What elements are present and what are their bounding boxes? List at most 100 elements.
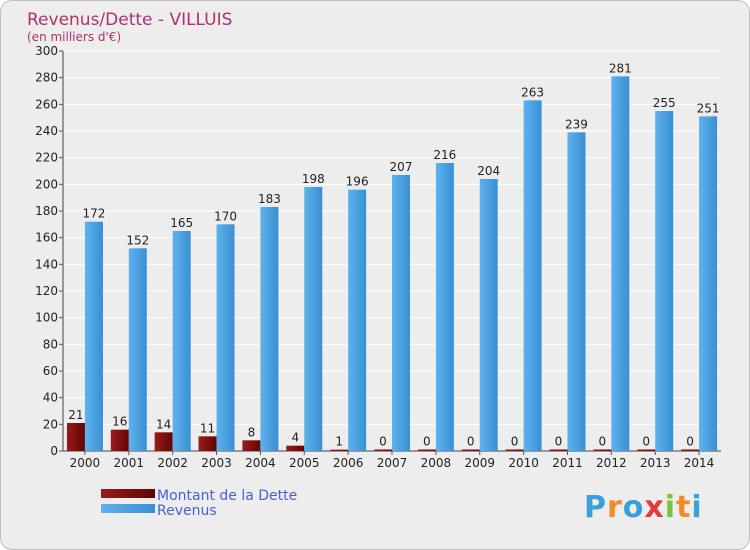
y-tick-label: 80 [43, 337, 58, 351]
bar-revenus [84, 221, 103, 451]
logo-letter: t [676, 490, 691, 525]
bar-debt [549, 449, 568, 451]
bar-debt [154, 432, 173, 451]
y-tick-label: 40 [43, 391, 58, 405]
y-tick-label: 140 [35, 257, 58, 271]
legend-label-revenus: Revenus [157, 503, 217, 519]
bar-revenus [216, 224, 235, 451]
y-tick-label: 160 [35, 231, 58, 245]
bar-debt [374, 449, 392, 451]
x-tick-label: 2010 [508, 456, 539, 470]
value-label-debt: 11 [200, 421, 215, 435]
y-tick-label: 60 [43, 364, 58, 378]
logo-letter: P [584, 490, 607, 525]
value-label-debt: 0 [599, 435, 607, 449]
value-label-revenus: 204 [477, 164, 500, 178]
bar-debt [461, 449, 480, 451]
bar-revenus [260, 207, 279, 451]
x-tick-label: 2003 [201, 456, 232, 470]
value-label-revenus: 196 [346, 175, 369, 189]
y-tick-label: 180 [35, 204, 58, 218]
value-label-debt: 21 [68, 408, 83, 422]
value-label-debt: 8 [248, 425, 256, 439]
x-tick-label: 2009 [464, 456, 495, 470]
value-label-revenus: 251 [697, 101, 720, 115]
y-tick-label: 300 [35, 44, 58, 58]
x-tick-label: 2013 [640, 456, 671, 470]
x-tick-label: 2014 [684, 456, 715, 470]
legend-swatch-debt [101, 489, 155, 498]
x-tick-label: 2002 [157, 456, 188, 470]
value-label-revenus: 183 [258, 192, 281, 206]
bar-debt [242, 440, 261, 451]
bar-debt [286, 445, 305, 451]
logo-letter: x [644, 490, 664, 525]
value-label-debt: 16 [112, 415, 127, 429]
bar-debt [505, 449, 524, 451]
value-label-debt: 1 [335, 435, 343, 449]
bar-revenus [523, 100, 542, 451]
value-label-debt: 4 [291, 431, 299, 445]
logo-letter: r [607, 490, 623, 525]
value-label-debt: 0 [467, 435, 475, 449]
bar-revenus [392, 175, 410, 451]
value-label-debt: 0 [511, 435, 519, 449]
x-tick-label: 2000 [70, 456, 101, 470]
x-tick-layer: 2000 2001 2002 2003 2004 2005 2006 2007 2008 2009… [70, 451, 715, 470]
x-tick-label: 2012 [596, 456, 627, 470]
logo-letter: i [665, 490, 676, 525]
bar-revenus [479, 179, 498, 451]
bar-revenus [435, 163, 454, 451]
y-tick-label: 120 [35, 284, 58, 298]
y-tick-label: 20 [43, 417, 58, 431]
bar-debt [110, 429, 129, 451]
value-label-revenus: 281 [609, 61, 632, 75]
value-label-revenus: 263 [521, 85, 544, 99]
bar-revenus [567, 132, 586, 452]
value-label-debt: 0 [642, 435, 650, 449]
y-tick-label: 240 [35, 124, 58, 138]
legend-swatch-revenus [101, 504, 155, 513]
y-tick-label: 220 [35, 151, 58, 165]
value-label-debt: 0 [555, 435, 563, 449]
value-label-revenus: 172 [82, 207, 105, 221]
legend: Montant de la Dette Revenus [101, 488, 297, 519]
value-label-debt: 0 [379, 435, 387, 449]
bar-debt [198, 436, 217, 451]
bars-layer: 21 172 16 152 14 165 11 170 8 183 4 198 1 196 0 207 0 216… [66, 61, 720, 452]
bar-revenus [699, 116, 718, 451]
chart-title: Revenus/Dette - VILLUIS [27, 10, 232, 30]
x-tick-label: 2004 [245, 456, 276, 470]
x-tick-label: 2007 [377, 456, 408, 470]
value-label-revenus: 152 [126, 233, 149, 247]
bar-debt [330, 449, 349, 451]
x-tick-label: 2011 [552, 456, 583, 470]
x-tick-label: 2005 [289, 456, 320, 470]
bar-debt [417, 449, 436, 451]
y-tick-label: 260 [35, 97, 58, 111]
value-label-debt: 14 [156, 417, 171, 431]
bar-revenus [172, 231, 191, 451]
bar-debt [66, 423, 85, 451]
y-tick-label: 280 [35, 71, 58, 85]
x-tick-label: 2001 [114, 456, 145, 470]
legend-label-debt: Montant de la Dette [157, 488, 297, 504]
value-label-revenus: 207 [390, 160, 413, 174]
value-label-revenus: 216 [433, 148, 456, 162]
bar-revenus [655, 111, 674, 451]
logo-letter: o [623, 490, 645, 525]
y-tick-label: 100 [35, 311, 58, 325]
x-tick-label: 2008 [421, 456, 452, 470]
y-tick-label: 0 [50, 444, 58, 458]
value-label-revenus: 165 [170, 216, 193, 230]
bar-revenus [128, 248, 147, 451]
proxiti-logo: Proxiti [584, 490, 703, 525]
bar-revenus [611, 76, 630, 451]
value-label-revenus: 255 [653, 96, 676, 110]
value-label-debt: 0 [686, 435, 694, 449]
value-label-revenus: 198 [302, 172, 325, 186]
value-label-debt: 0 [423, 435, 431, 449]
x-tick-label: 2006 [333, 456, 364, 470]
